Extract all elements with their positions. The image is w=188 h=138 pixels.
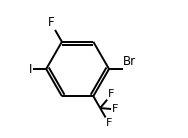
Text: F: F: [112, 104, 118, 114]
Text: F: F: [108, 89, 114, 99]
Text: F: F: [48, 16, 55, 29]
Text: F: F: [106, 118, 112, 128]
Text: Br: Br: [123, 55, 136, 68]
Text: I: I: [29, 63, 32, 75]
